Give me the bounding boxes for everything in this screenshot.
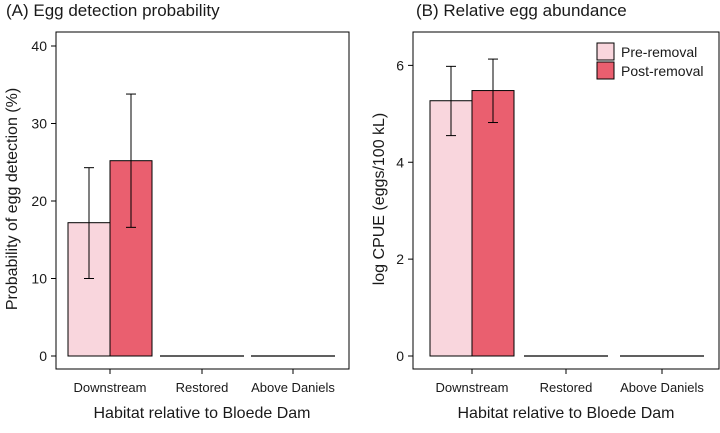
panel-a-category-label: Downstream	[74, 380, 147, 395]
panel-a-ytick-label: 10	[31, 271, 47, 287]
panel-a: (A) Egg detection probability Probabilit…	[4, 1, 350, 422]
panel-b-ytick-label: 6	[396, 57, 404, 73]
panel-b-bar-post-removal	[471, 90, 515, 357]
panel-a-category-label: Above Daniels	[251, 380, 335, 395]
panel-b-ytick-label: 2	[396, 251, 404, 267]
panel-a-xlabel: Habitat relative to Bloede Dam	[94, 405, 311, 422]
panel-a-ytick-label: 0	[39, 348, 47, 364]
legend-swatch-pre-removal	[596, 42, 615, 61]
legend-label-pre-removal: Pre-removal	[621, 44, 697, 60]
panel-b-ylabel: log CPUE (eggs/100 kL)	[371, 113, 388, 286]
panel-a-ylabel: Probability of egg detection (%)	[4, 88, 21, 310]
panel-b-category-label: Above Daniels	[620, 380, 704, 395]
legend: Pre-removal Post-removal	[596, 42, 703, 80]
panel-a-category-label: Restored	[176, 380, 229, 395]
legend-swatch-post-removal	[596, 61, 615, 80]
panel-a-ytick-label: 20	[31, 193, 47, 209]
panel-b: (B) Relative egg abundance log CPUE (egg…	[371, 1, 720, 422]
panel-b-category-label: Downstream	[436, 380, 509, 395]
panel-b-xlabel: Habitat relative to Bloede Dam	[458, 405, 675, 422]
panel-b-category-label: Restored	[540, 380, 593, 395]
panel-a-ytick-label: 40	[31, 38, 47, 54]
panel-b-bar-pre-removal	[429, 100, 473, 357]
panel-b-marks: 0 2 4 6 Downstream Restored Above Daniels	[396, 57, 704, 395]
panel-b-ytick-label: 4	[396, 154, 404, 170]
panel-a-title: (A) Egg detection probability	[6, 1, 220, 20]
panel-a-bar-pre-removal	[67, 222, 111, 357]
panel-a-ytick-label: 30	[31, 116, 47, 132]
panel-a-marks: 0 10 20 30 40 Downstream Restored Above Daniels	[31, 38, 335, 395]
panel-b-ytick-label: 0	[396, 348, 404, 364]
panel-b-title: (B) Relative egg abundance	[416, 1, 627, 20]
legend-label-post-removal: Post-removal	[621, 63, 703, 79]
